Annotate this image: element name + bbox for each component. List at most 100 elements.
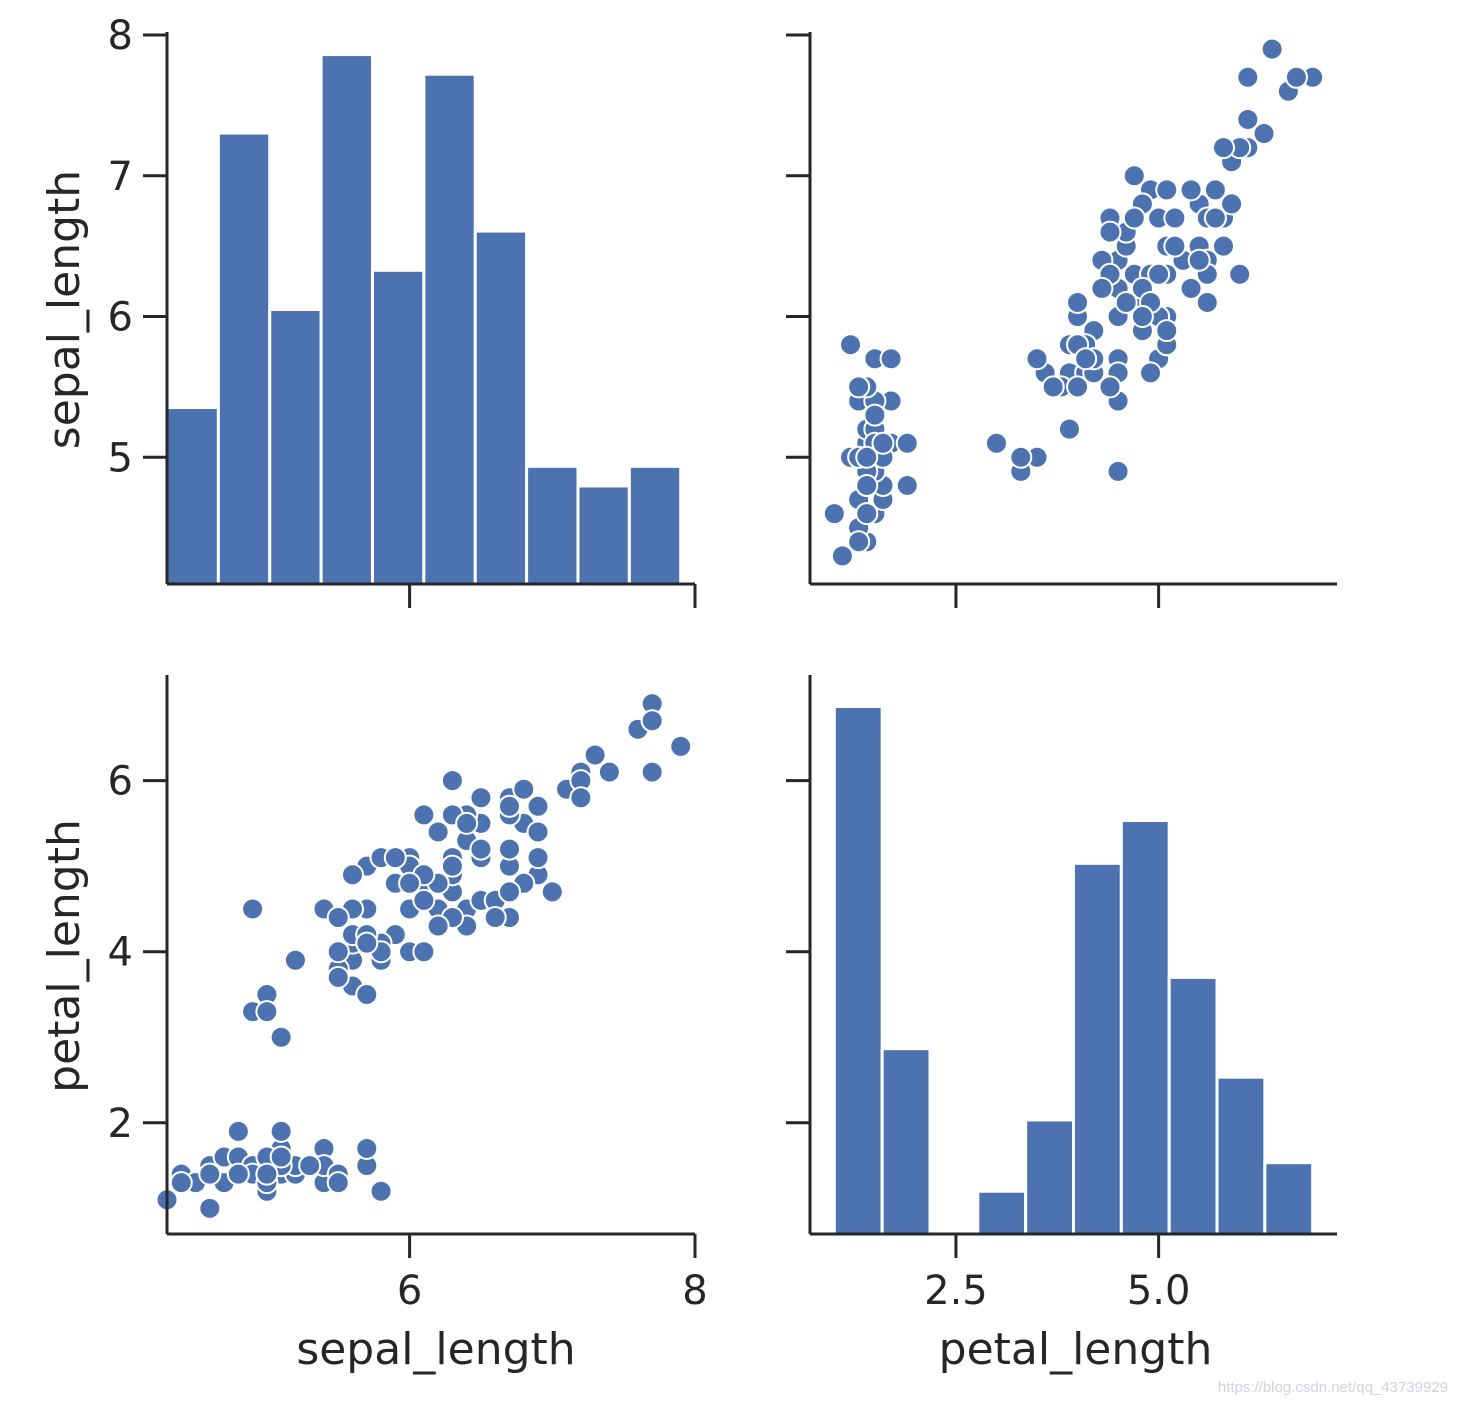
x-tick-label: 5.0: [1127, 1268, 1191, 1314]
scatter-point: [640, 760, 664, 784]
scatter-point: [569, 786, 593, 810]
histogram-bar: [627, 464, 683, 586]
histogram-bar: [1215, 1075, 1267, 1236]
scatter-point: [355, 982, 379, 1006]
histogram-bar: [1263, 1161, 1315, 1236]
scatter-point: [226, 1162, 250, 1186]
scatter-point: [583, 743, 607, 767]
scatter-point: [226, 1119, 250, 1143]
x-axis-label: petal_length: [939, 1324, 1213, 1375]
scatter-point: [597, 760, 621, 784]
scatter-point: [863, 403, 887, 427]
scatter-point: [326, 965, 350, 989]
y-tick-label: 4: [108, 930, 133, 976]
y-tick-label: 8: [108, 13, 133, 59]
scatter-point: [269, 1025, 293, 1049]
histogram-bar: [422, 72, 477, 586]
scatter-point: [512, 777, 536, 801]
scatter-point: [1236, 65, 1260, 89]
scatter-point: [526, 846, 550, 870]
scatter-point: [440, 769, 464, 793]
x-axis-label: sepal_length: [296, 1324, 575, 1375]
scatter-point: [1179, 178, 1203, 202]
histogram-bar: [165, 406, 220, 586]
histogram-bar: [216, 131, 272, 586]
scatter-point: [1211, 136, 1235, 160]
scatter-point: [298, 1154, 322, 1178]
scatter-point: [839, 333, 863, 357]
scatter-point: [269, 1145, 293, 1169]
scatter-point: [847, 375, 871, 399]
scatter-point: [526, 820, 550, 844]
scatter-point: [497, 837, 521, 861]
scatter-point: [1179, 276, 1203, 300]
scatter-point: [1155, 319, 1179, 343]
scatter-point: [1057, 417, 1081, 441]
scatter-point: [426, 914, 450, 938]
scatter-point: [1220, 192, 1244, 216]
scatter-point: [1203, 206, 1227, 230]
scatter-point: [1139, 361, 1163, 385]
scatter-point: [198, 1196, 222, 1220]
scatter-point: [369, 1179, 393, 1203]
scatter-point: [469, 786, 493, 810]
scatter-point: [1122, 164, 1146, 188]
scatter-point: [1090, 276, 1114, 300]
scatter-point: [198, 1162, 222, 1186]
scatter-point: [412, 803, 436, 827]
scatter-point: [326, 940, 350, 964]
scatter-point: [1066, 375, 1090, 399]
scatter-point: [895, 473, 919, 497]
scatter-point: [1066, 290, 1090, 314]
scatter-point: [1074, 347, 1098, 371]
panel-petal-vs-sepal-scatter: [786, 32, 1337, 608]
scatter-point: [1203, 178, 1227, 202]
scatter-point: [1195, 290, 1219, 314]
scatter-point: [169, 1171, 193, 1195]
histogram-bar: [319, 53, 374, 586]
scatter-point: [383, 846, 407, 870]
scatter-point: [469, 837, 493, 861]
scatter-point: [426, 820, 450, 844]
scatter-point: [326, 906, 350, 930]
scatter-point: [871, 431, 895, 455]
scatter-point: [497, 880, 521, 904]
x-tick-label: 6: [397, 1268, 422, 1314]
y-tick-label: 5: [108, 435, 133, 481]
scatter-point: [540, 880, 564, 904]
scatter-point: [283, 948, 307, 972]
histogram-bar: [1167, 975, 1219, 1236]
scatter-point: [440, 854, 464, 878]
scatter-point: [483, 906, 507, 930]
scatter-point: [1098, 220, 1122, 244]
scatter-point: [1228, 262, 1252, 286]
scatter-point: [1098, 375, 1122, 399]
scatter-point: [1106, 459, 1130, 483]
scatter-point: [1284, 65, 1308, 89]
scatter-point: [847, 530, 871, 554]
scatter-point: [1130, 305, 1154, 329]
scatter-point: [355, 931, 379, 955]
scatter-point: [1009, 445, 1033, 469]
histogram-bar: [1024, 1118, 1076, 1236]
scatter-point: [355, 1136, 379, 1160]
scatter-point: [326, 1171, 350, 1195]
scatter-point: [1147, 262, 1171, 286]
histogram-bar: [370, 268, 426, 586]
scatter-point: [984, 431, 1008, 455]
scatter-point: [255, 1162, 279, 1186]
scatter-point: [669, 734, 693, 758]
panel-petal-histogram: 2.5 5.0 petal_length: [786, 675, 1337, 1375]
histogram-bar: [1072, 861, 1123, 1236]
scatter-point: [1211, 234, 1235, 258]
scatter-point: [855, 445, 879, 469]
histogram-bar: [880, 1047, 932, 1236]
y-tick-label: 6: [108, 295, 133, 341]
panel-sepal-histogram: 5 6 7 8 sepal_length: [39, 13, 697, 608]
scatter-point: [1163, 234, 1187, 258]
scatter-point: [241, 897, 265, 921]
scatter-point: [1122, 206, 1146, 230]
scatter-point: [1114, 290, 1138, 314]
scatter-point: [1236, 107, 1260, 131]
